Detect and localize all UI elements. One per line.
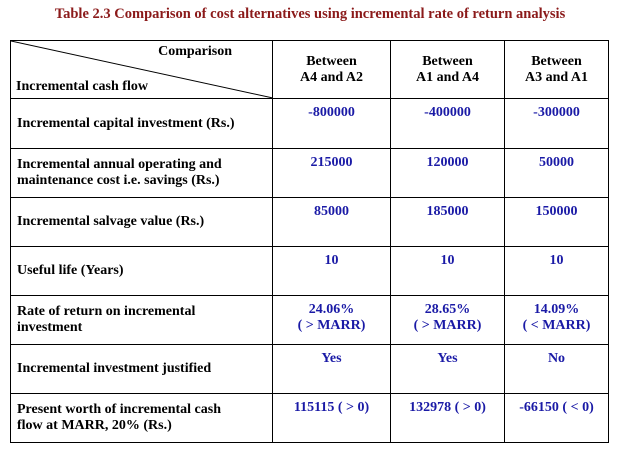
table-cell: -66150 ( < 0) <box>504 393 609 443</box>
table-cell: 120000 <box>390 148 505 198</box>
column-header-line: Between <box>531 53 582 69</box>
cell-value: 28.65% <box>424 302 471 317</box>
row-label: Incremental annual operating and mainten… <box>10 148 273 198</box>
cell-value: 85000 <box>314 204 349 219</box>
corner-label-cash-flow: Incremental cash flow <box>16 79 148 94</box>
cell-value: 185000 <box>426 204 469 219</box>
cell-value: 120000 <box>426 155 469 170</box>
cell-value: Yes <box>321 351 342 366</box>
cell-value: -66150 ( < 0) <box>519 400 594 415</box>
table-row: Incremental investment justified Yes Yes… <box>10 344 609 394</box>
column-header-line: A3 and A1 <box>524 69 589 85</box>
row-label: Incremental investment justified <box>10 344 273 394</box>
table-cell: 85000 <box>272 197 391 247</box>
cell-value: -400000 <box>424 105 471 120</box>
table-cell: 132978 ( > 0) <box>390 393 505 443</box>
row-label-line: Useful life (Years) <box>17 263 124 278</box>
row-label: Incremental salvage value (Rs.) <box>10 197 273 247</box>
row-label-line: Rate of return on incremental <box>17 304 196 319</box>
table-cell: 215000 <box>272 148 391 198</box>
column-header-1: Between A4 and A2 <box>272 40 391 99</box>
comparison-table: Comparison Incremental cash flow Between… <box>10 40 609 443</box>
table-cell: Yes <box>390 344 505 394</box>
cell-value: 14.09% <box>533 302 580 317</box>
table-cell: 28.65% ( > MARR) <box>390 295 505 345</box>
cell-value: 50000 <box>539 155 574 170</box>
cell-value: 115115 ( > 0) <box>293 400 370 415</box>
corner-header-cell: Comparison Incremental cash flow <box>10 40 273 99</box>
row-label-line: Present worth of incremental cash <box>17 402 221 417</box>
table-cell: 50000 <box>504 148 609 198</box>
table-cell: 24.06% ( > MARR) <box>272 295 391 345</box>
table-cell: -800000 <box>272 98 391 149</box>
table-cell: 10 <box>504 246 609 296</box>
row-label-line: flow at MARR, 20% (Rs.) <box>17 418 172 433</box>
table-row: Incremental salvage value (Rs.) 85000 18… <box>10 197 609 247</box>
table-cell: 115115 ( > 0) <box>272 393 391 443</box>
table-row: Incremental capital investment (Rs.) -80… <box>10 98 609 149</box>
row-label-line: Incremental annual operating and <box>17 157 222 172</box>
row-label: Rate of return on incremental investment <box>10 295 273 345</box>
table-cell: No <box>504 344 609 394</box>
table-cell: -300000 <box>504 98 609 149</box>
cell-value: 10 <box>324 253 339 268</box>
cell-value: -800000 <box>308 105 355 120</box>
cell-value: ( < MARR) <box>522 318 591 333</box>
column-header-3: Between A3 and A1 <box>504 40 609 99</box>
column-header-line: Between <box>422 53 473 69</box>
header-row: Comparison Incremental cash flow Between… <box>10 40 609 99</box>
row-label-line: Incremental investment justified <box>17 361 212 376</box>
row-label: Useful life (Years) <box>10 246 273 296</box>
column-header-line: A1 and A4 <box>415 69 480 85</box>
row-label-line: maintenance cost i.e. savings (Rs.) <box>17 173 220 188</box>
corner-label-comparison: Comparison <box>158 44 232 59</box>
table-cell: -400000 <box>390 98 505 149</box>
cell-value: 10 <box>440 253 455 268</box>
cell-value: ( > MARR) <box>297 318 366 333</box>
table-cell: 10 <box>272 246 391 296</box>
column-header-line: A4 and A2 <box>299 69 364 85</box>
cell-value: 24.06% <box>308 302 355 317</box>
row-label-line: Incremental capital investment (Rs.) <box>17 115 235 131</box>
cell-value: ( > MARR) <box>413 318 482 333</box>
diagonal-divider <box>11 41 273 98</box>
cell-value: Yes <box>437 351 458 366</box>
table-cell: 150000 <box>504 197 609 247</box>
column-header-line: Between <box>306 53 357 69</box>
table-row: Rate of return on incremental investment… <box>10 295 609 345</box>
table-cell: 185000 <box>390 197 505 247</box>
row-label-line: investment <box>17 320 83 335</box>
cell-value: No <box>547 351 566 366</box>
cell-value: 215000 <box>310 155 353 170</box>
table-row: Incremental annual operating and mainten… <box>10 148 609 198</box>
column-header-2: Between A1 and A4 <box>390 40 505 99</box>
table-cell: 10 <box>390 246 505 296</box>
cell-value: 132978 ( > 0) <box>409 400 486 415</box>
cell-value: 10 <box>549 253 564 268</box>
table-row: Useful life (Years) 10 10 10 <box>10 246 609 296</box>
row-label: Incremental capital investment (Rs.) <box>10 98 273 149</box>
table-cell: 14.09% ( < MARR) <box>504 295 609 345</box>
table-cell: Yes <box>272 344 391 394</box>
row-label: Present worth of incremental cash flow a… <box>10 393 273 443</box>
table-title: Table 2.3 Comparison of cost alternative… <box>54 6 566 22</box>
row-label-line: Incremental salvage value (Rs.) <box>17 214 205 229</box>
table-row: Present worth of incremental cash flow a… <box>10 393 609 443</box>
cell-value: 150000 <box>535 204 578 219</box>
cell-value: -300000 <box>533 105 580 120</box>
